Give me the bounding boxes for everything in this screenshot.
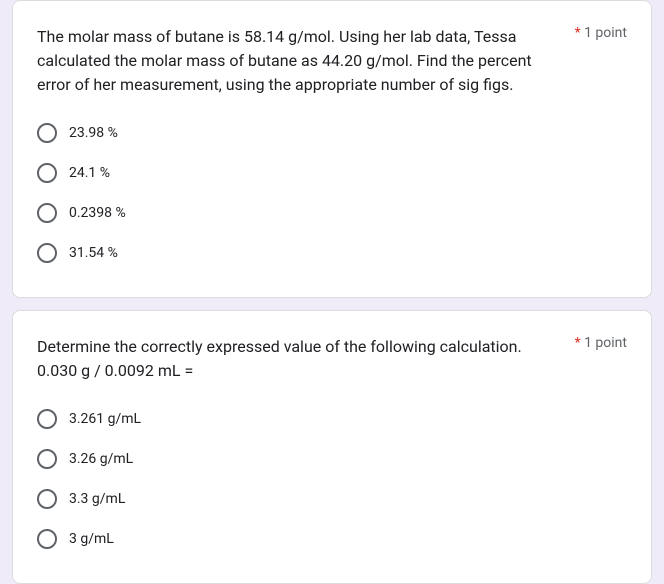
radio-icon (37, 409, 57, 429)
radio-icon (37, 529, 57, 549)
question-body: Determine the correctly expressed value … (37, 337, 522, 380)
radio-icon (37, 449, 57, 469)
options-group: 3.261 g/mL 3.26 g/mL 3.3 g/mL 3 g/mL (37, 399, 627, 559)
points-text: 1 point (584, 335, 627, 351)
option-label: 3.261 g/mL (69, 411, 141, 427)
radio-option[interactable]: 3.261 g/mL (37, 399, 627, 439)
option-label: 31.54 % (69, 245, 118, 261)
radio-option[interactable]: 24.1 % (37, 153, 627, 193)
required-marker: * (575, 25, 581, 41)
radio-icon (37, 243, 57, 263)
option-label: 23.98 % (69, 125, 118, 141)
radio-option[interactable]: 0.2398 % (37, 193, 627, 233)
radio-option[interactable]: 31.54 % (37, 233, 627, 273)
radio-option[interactable]: 3 g/mL (37, 519, 627, 559)
options-group: 23.98 % 24.1 % 0.2398 % 31.54 % (37, 113, 627, 273)
radio-icon (37, 163, 57, 183)
question-header: The molar mass of butane is 58.14 g/mol.… (37, 25, 627, 97)
radio-option[interactable]: 23.98 % (37, 113, 627, 153)
question-text: The molar mass of butane is 58.14 g/mol.… (37, 25, 559, 97)
points-text: 1 point (584, 25, 627, 41)
question-card-1: The molar mass of butane is 58.14 g/mol.… (12, 0, 652, 298)
question-body: The molar mass of butane is 58.14 g/mol.… (37, 27, 532, 94)
option-label: 3.26 g/mL (69, 451, 133, 467)
question-text: Determine the correctly expressed value … (37, 335, 559, 383)
option-label: 0.2398 % (69, 205, 126, 221)
option-label: 3.3 g/mL (69, 491, 125, 507)
radio-icon (37, 123, 57, 143)
option-label: 24.1 % (69, 165, 110, 181)
option-label: 3 g/mL (69, 531, 114, 547)
required-marker: * (575, 335, 581, 351)
radio-icon (37, 203, 57, 223)
points-label: * 1 point (575, 335, 627, 351)
radio-option[interactable]: 3.3 g/mL (37, 479, 627, 519)
points-label: * 1 point (575, 25, 627, 41)
question-header: Determine the correctly expressed value … (37, 335, 627, 383)
radio-option[interactable]: 3.26 g/mL (37, 439, 627, 479)
question-card-2: Determine the correctly expressed value … (12, 310, 652, 584)
radio-icon (37, 489, 57, 509)
